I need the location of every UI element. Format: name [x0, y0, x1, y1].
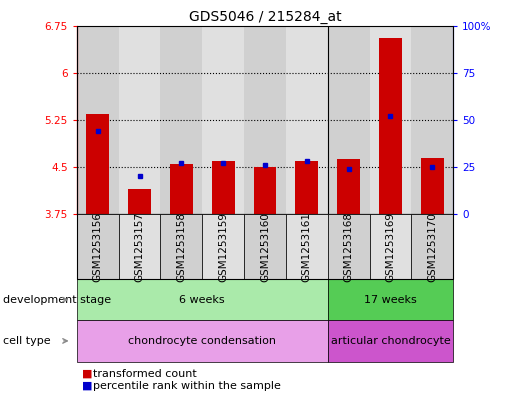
Text: chondrocyte condensation: chondrocyte condensation: [128, 336, 276, 346]
Text: 6 weeks: 6 weeks: [180, 295, 225, 305]
Text: GSM1253169: GSM1253169: [385, 211, 395, 282]
Text: 17 weeks: 17 weeks: [364, 295, 417, 305]
Text: GSM1253161: GSM1253161: [302, 211, 312, 282]
Bar: [161, 26, 202, 214]
Bar: [128, 189, 151, 214]
Bar: [421, 158, 444, 214]
Text: GSM1253168: GSM1253168: [343, 211, 354, 282]
Text: ■: ■: [82, 381, 93, 391]
Text: GSM1253156: GSM1253156: [93, 211, 103, 282]
Bar: [286, 26, 328, 214]
Text: GSM1253160: GSM1253160: [260, 212, 270, 281]
Bar: [119, 26, 161, 214]
Text: development stage: development stage: [3, 295, 111, 305]
Bar: [411, 26, 453, 214]
Bar: [295, 161, 319, 214]
Text: cell type: cell type: [3, 336, 50, 346]
Bar: [253, 167, 277, 214]
Bar: [86, 114, 109, 214]
Bar: [369, 26, 411, 214]
Bar: [202, 26, 244, 214]
Bar: [379, 38, 402, 214]
Bar: [77, 26, 119, 214]
Bar: [170, 164, 193, 214]
Text: ■: ■: [82, 369, 93, 379]
Text: articular chondrocyte: articular chondrocyte: [331, 336, 450, 346]
Text: percentile rank within the sample: percentile rank within the sample: [93, 381, 280, 391]
Text: GSM1253170: GSM1253170: [427, 212, 437, 281]
Text: GSM1253157: GSM1253157: [135, 211, 145, 282]
Bar: [328, 26, 369, 214]
Bar: [337, 160, 360, 214]
Text: transformed count: transformed count: [93, 369, 197, 379]
Text: GDS5046 / 215284_at: GDS5046 / 215284_at: [189, 10, 341, 24]
Text: GSM1253158: GSM1253158: [176, 211, 187, 282]
Text: GSM1253159: GSM1253159: [218, 211, 228, 282]
Bar: [211, 161, 235, 214]
Bar: [244, 26, 286, 214]
